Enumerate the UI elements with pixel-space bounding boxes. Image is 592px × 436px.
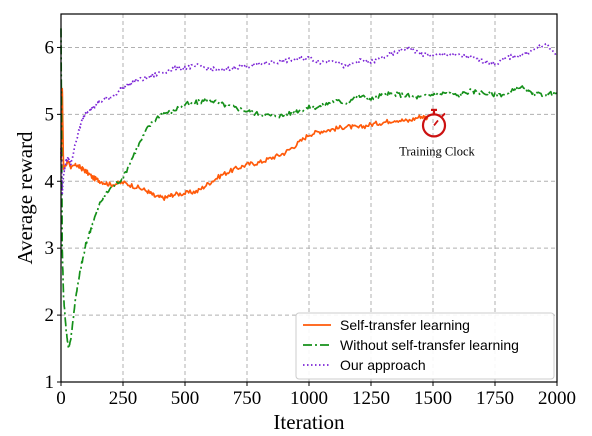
- x-tick-label: 250: [109, 388, 138, 409]
- x-tick-label: 1750: [476, 388, 514, 409]
- y-tick-label: 3: [45, 238, 55, 259]
- series-line-without-self-transfer-learning: [60, 28, 558, 350]
- legend-label: Our approach: [340, 357, 426, 373]
- y-axis-label: Average reward: [13, 131, 37, 265]
- axis-ticks: 0 250 500 750 1000 1250 1500 1750 2000 1 2 3 4 5 6: [45, 37, 577, 409]
- y-tick-label: 1: [45, 372, 55, 393]
- x-tick-label: 750: [233, 388, 262, 409]
- x-tick-label: 2000: [538, 388, 576, 409]
- y-tick-label: 4: [45, 171, 55, 192]
- series-line-self-transfer-learning: [60, 87, 429, 201]
- y-tick-label: 6: [45, 37, 55, 58]
- legend-box: [295, 312, 555, 380]
- x-axis-label: Iteration: [273, 410, 345, 434]
- x-tick-label: 0: [56, 388, 66, 409]
- legend: Self-transfer learning Without self-trans…: [295, 312, 555, 380]
- legend-label: Self-transfer learning: [340, 317, 470, 333]
- stopwatch-icon: [421, 108, 447, 138]
- series-lines: [60, 28, 558, 350]
- annotation: Training Clock: [399, 108, 476, 158]
- x-tick-label: 500: [171, 388, 200, 409]
- x-tick-label: 1500: [414, 388, 452, 409]
- x-tick-label: 1000: [290, 388, 328, 409]
- legend-label: Without self-transfer learning: [340, 337, 519, 353]
- y-tick-label: 5: [45, 104, 55, 125]
- y-tick-label: 2: [45, 305, 55, 326]
- annotation-label: Training Clock: [399, 144, 475, 158]
- x-tick-label: 1250: [352, 388, 390, 409]
